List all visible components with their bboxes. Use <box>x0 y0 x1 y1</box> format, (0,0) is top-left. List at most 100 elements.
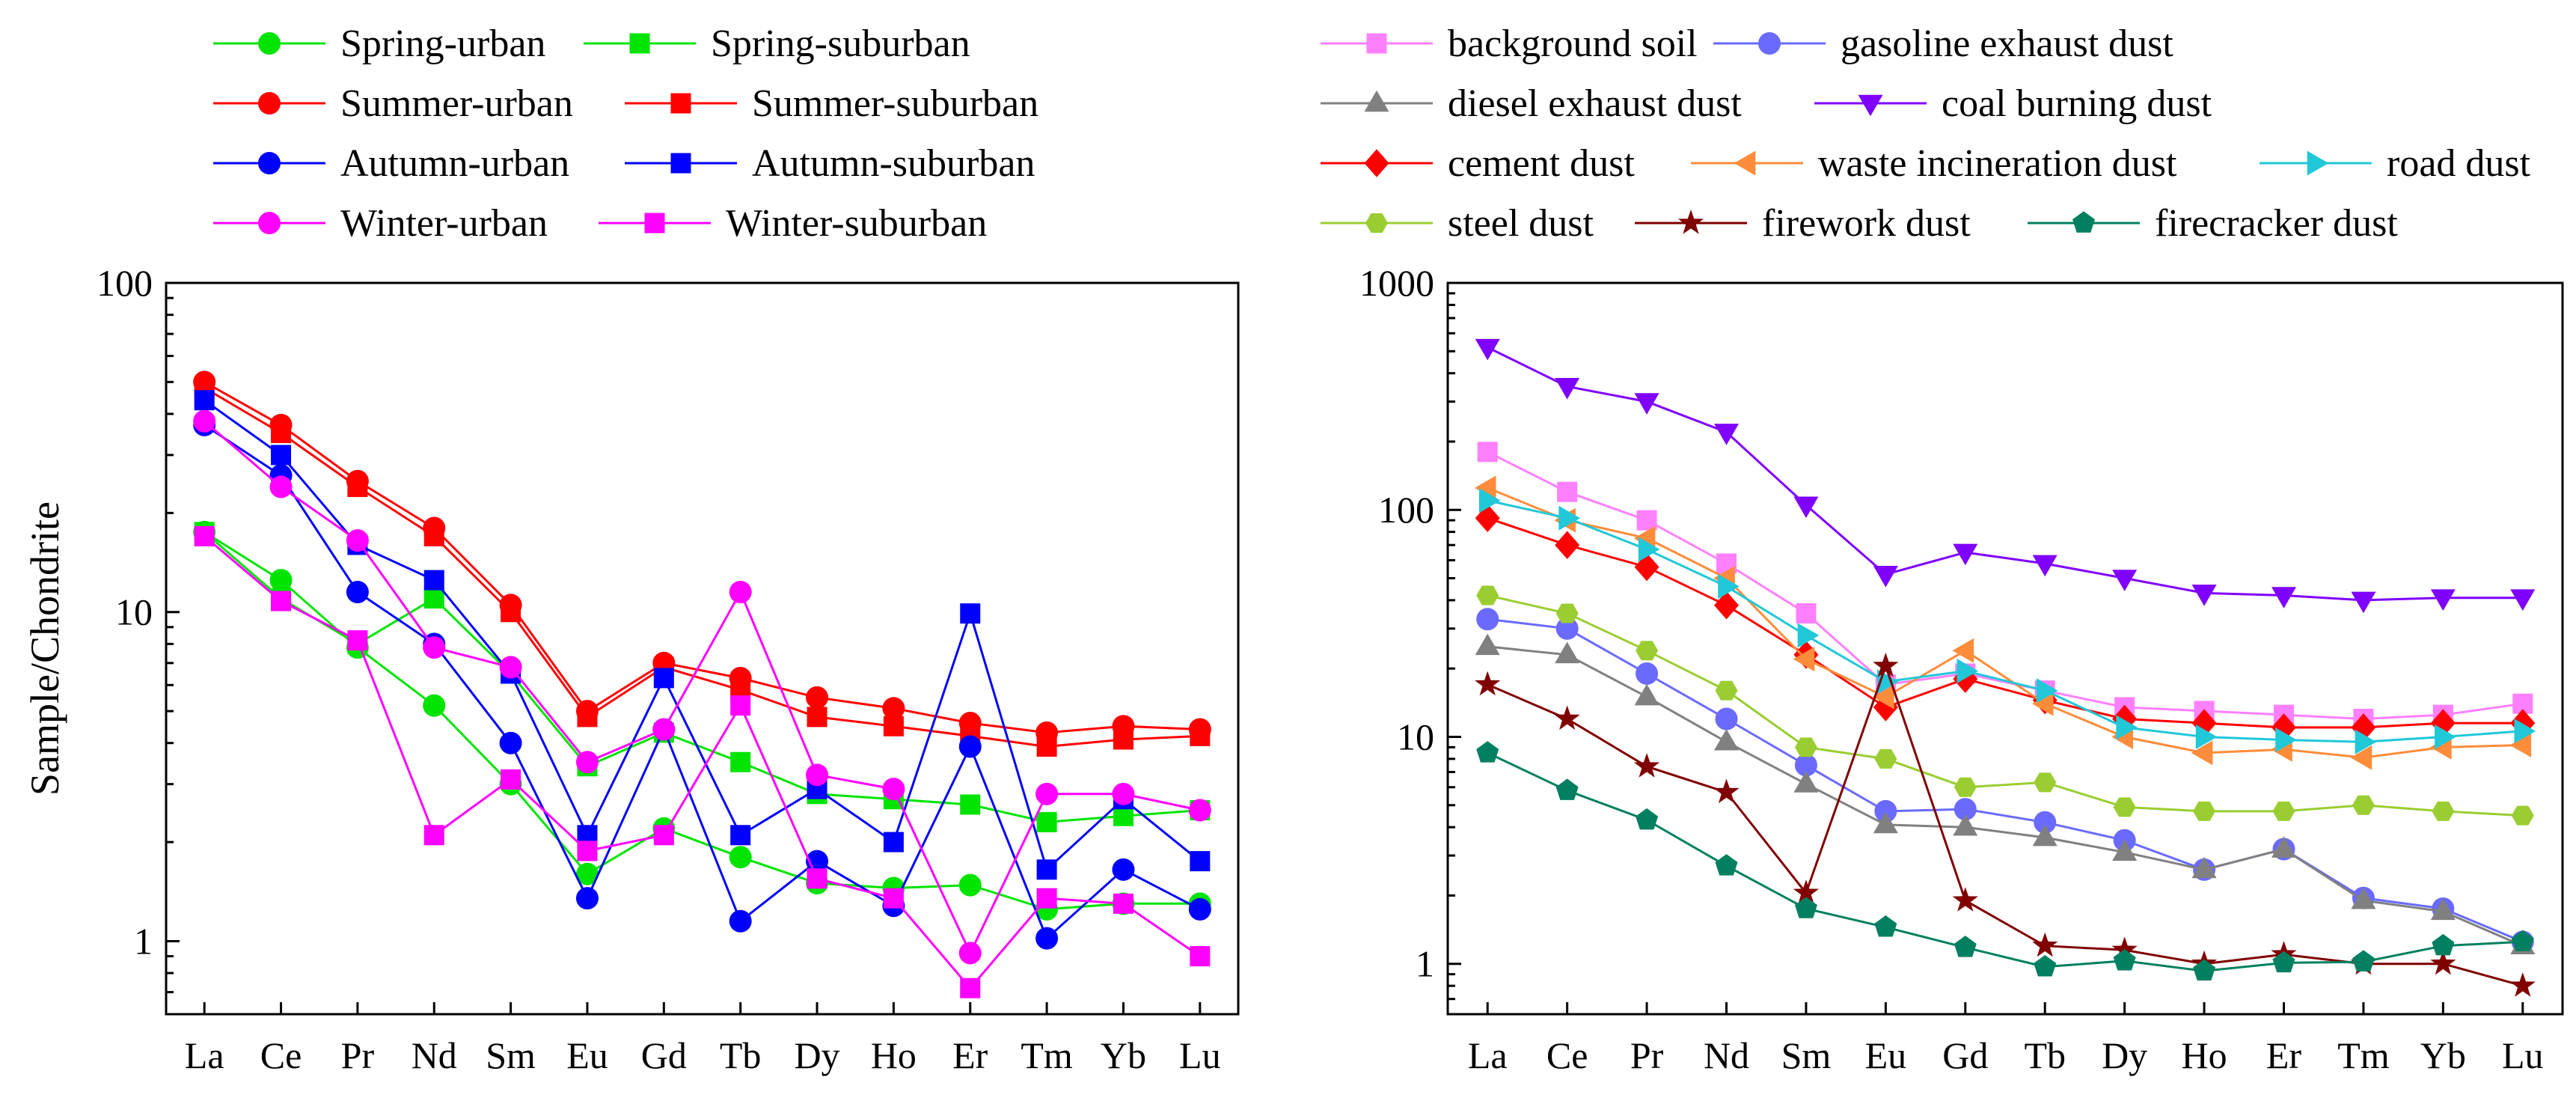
data-point <box>2271 587 2296 609</box>
legend-label: Winter-suburban <box>726 202 987 245</box>
x-tick-label: Lu <box>1179 1034 1221 1076</box>
data-point <box>1793 879 1820 904</box>
data-point <box>2511 805 2534 826</box>
legend-entry-steel-dust: steel dust <box>1321 202 1594 245</box>
legend-entry-summer-urban: Summer-urban <box>213 82 573 125</box>
legend-marker <box>2072 211 2095 233</box>
data-point <box>2430 898 2456 921</box>
data-point <box>1474 475 1496 501</box>
legend-marker <box>258 212 281 234</box>
series-line <box>1487 346 2523 602</box>
data-point <box>2435 724 2456 749</box>
data-point <box>1113 893 1133 914</box>
data-point <box>271 445 292 466</box>
data-point <box>1112 858 1135 881</box>
data-point <box>960 794 981 815</box>
data-point <box>2355 729 2377 754</box>
data-point <box>269 569 293 592</box>
data-point <box>1714 728 1739 751</box>
data-point <box>1036 859 1057 880</box>
data-point <box>2034 772 2057 793</box>
data-point <box>1636 641 1659 661</box>
data-point <box>271 591 292 612</box>
data-point <box>2352 795 2375 815</box>
data-point <box>1036 736 1057 757</box>
data-point <box>1188 799 1211 822</box>
legend-marker <box>670 93 691 114</box>
legend-entry-road-dust: road dust <box>2260 142 2531 185</box>
series-line <box>1487 594 2523 817</box>
x-tick-label: Ho <box>2182 1034 2227 1076</box>
data-point <box>1190 851 1211 872</box>
x-tick-label: Sm <box>1781 1034 1832 1076</box>
data-point <box>2271 836 2296 858</box>
data-point <box>1190 725 1211 746</box>
data-point <box>729 581 752 604</box>
data-point <box>577 707 598 728</box>
data-point <box>1873 811 1898 834</box>
data-point <box>194 390 215 411</box>
series-firecracker-dust <box>1476 741 2534 980</box>
data-point <box>2036 678 2058 704</box>
x-tick-label: Er <box>952 1034 988 1076</box>
data-point <box>2275 727 2297 752</box>
data-point <box>653 825 674 846</box>
legend-label: coal burning dust <box>1942 82 2212 125</box>
x-tick-label: Tb <box>720 1034 762 1076</box>
data-point <box>2430 589 2456 611</box>
legend-entry-autumn-suburban: Autumn-suburban <box>625 142 1035 185</box>
x-tick-label: Nd <box>1704 1034 1749 1076</box>
data-point <box>883 832 904 853</box>
y-tick-label: 1 <box>134 920 153 962</box>
y-axis-label: Sample/Chondrite <box>22 501 67 796</box>
data-point <box>346 529 369 552</box>
data-point <box>807 868 827 889</box>
legend-marker <box>1364 149 1389 177</box>
x-tick-label: Tm <box>1021 1034 1073 1076</box>
data-point <box>1874 799 1897 823</box>
legend-entry-winter-suburban: Winter-suburban <box>599 202 987 245</box>
legend-marker <box>2307 150 2329 176</box>
data-point <box>1794 737 1817 757</box>
data-point <box>807 707 827 728</box>
panel-right-chart: 1 10 100 1000 La Ce Pr Nd Sm Eu Gd Tb Dy Ho Er Tm Yb Lu <box>1359 262 2564 1076</box>
data-point <box>2509 732 2532 757</box>
x-tick-label: Ce <box>1546 1034 1588 1076</box>
data-point <box>653 668 674 689</box>
legend-label: Summer-suburban <box>752 82 1038 125</box>
series-line <box>1487 645 2524 948</box>
data-point <box>2510 589 2536 611</box>
x-tick-label: Gd <box>641 1034 687 1076</box>
x-tick-label: Lu <box>2502 1034 2544 1076</box>
legend-label: waste incineration dust <box>1818 142 2177 185</box>
data-point <box>1715 854 1738 876</box>
data-point <box>1190 946 1211 967</box>
data-point <box>347 477 368 498</box>
series-line <box>1487 487 2523 759</box>
x-tick-label: Yb <box>1101 1034 1146 1076</box>
data-point <box>729 909 752 933</box>
legend-marker <box>1858 94 1883 117</box>
legend-entry-background-soil: background soil <box>1321 22 1698 65</box>
data-point <box>1634 393 1659 415</box>
series-line <box>204 535 1201 990</box>
data-point <box>1793 771 1819 793</box>
data-point <box>2511 930 2534 952</box>
data-point <box>347 630 368 651</box>
x-tick-label: La <box>1468 1034 1508 1076</box>
data-point <box>960 603 981 624</box>
data-point <box>2032 932 2058 957</box>
data-point <box>806 686 829 709</box>
data-point <box>2430 950 2456 975</box>
data-point <box>960 978 981 998</box>
data-point <box>346 581 369 604</box>
data-point <box>1797 623 1820 648</box>
plot-frame <box>165 281 1240 1016</box>
legend-marker <box>1758 32 1781 55</box>
x-tick-label: Tb <box>2024 1034 2066 1076</box>
data-point <box>1636 662 1659 685</box>
x-tick-label: Pr <box>1630 1034 1664 1076</box>
legend-label: Summer-urban <box>340 82 573 125</box>
data-point <box>1035 927 1059 950</box>
